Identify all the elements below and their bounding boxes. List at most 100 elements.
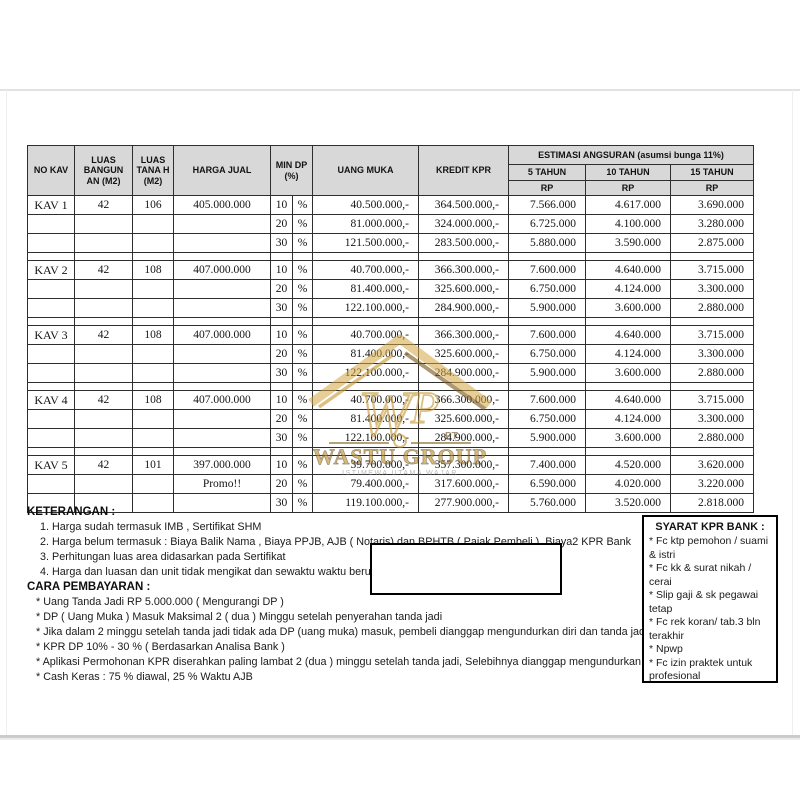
- cell-min-dp: 30: [270, 233, 293, 253]
- cell-uang-muka: 122.100.000,-: [312, 298, 419, 318]
- notes-section: KETERANGAN : 1. Harga sudah termasuk IMB…: [27, 505, 688, 685]
- cell-angsuran-10: 4.124.000: [585, 279, 671, 299]
- table-row: KAV 3 42 108 407.000.000 10 % 40.700.000…: [27, 325, 755, 345]
- table-row: 30 % 121.500.000,- 283.500.000,- 5.880.0…: [27, 233, 755, 253]
- cell-min-dp: 30: [270, 363, 293, 383]
- cell-angsuran-15: 3.620.000: [669, 455, 755, 475]
- cara-pembayaran-item: * Jika dalam 2 minggu setelah tanda jadi…: [36, 626, 686, 638]
- cell-percent: %: [292, 195, 313, 215]
- cell-kredit-kpr: 325.600.000,-: [418, 409, 509, 429]
- cara-pembayaran-item: * Cash Keras : 75 % diawal, 25 % Waktu A…: [36, 671, 253, 683]
- cell-kredit-kpr: 364.500.000,-: [418, 195, 509, 215]
- cell-angsuran-15: 3.300.000: [669, 409, 755, 429]
- col-header-no-kav: NO KAV: [27, 145, 75, 196]
- cell-angsuran-15: 3.690.000: [669, 195, 755, 215]
- cell-kredit-kpr: 325.600.000,-: [418, 279, 509, 299]
- spacer-row: [27, 382, 755, 391]
- blank-box: [370, 543, 562, 595]
- cell-uang-muka: 122.100.000,-: [312, 428, 419, 448]
- cell-angsuran-10: 3.600.000: [585, 298, 671, 318]
- cell-angsuran-15: 3.300.000: [669, 344, 755, 364]
- cell-angsuran-15: 3.715.000: [669, 390, 755, 410]
- cell-min-dp: 30: [270, 428, 293, 448]
- cell-percent: %: [292, 298, 313, 318]
- col-header-uang-muka: UANG MUKA: [312, 145, 419, 196]
- syarat-kpr-title: SYARAT KPR BANK :: [655, 521, 765, 533]
- cell-angsuran-5: 6.590.000: [508, 474, 586, 494]
- table-row: 20 % 81.400.000,- 325.600.000,- 6.750.00…: [27, 344, 755, 364]
- cell-angsuran-5: 7.600.000: [508, 260, 586, 280]
- cell-angsuran-10: 4.124.000: [585, 344, 671, 364]
- cell-luas-bangunan: 42: [74, 455, 133, 475]
- syarat-kpr-item: * Fc izin praktek untuk profesional: [649, 656, 753, 683]
- table-row: KAV 1 42 106 405.000.000 10 % 40.500.000…: [27, 195, 755, 215]
- cell-percent: %: [292, 233, 313, 253]
- cell-min-dp: 10: [270, 455, 293, 475]
- price-table: NO KAV LUAS BANGUN AN (M2) LUAS TANA H (…: [27, 145, 755, 513]
- cell-angsuran-10: 3.520.000: [585, 493, 671, 513]
- cell-luas-tanah: 108: [132, 260, 174, 280]
- cell-angsuran-15: 3.220.000: [669, 474, 755, 494]
- cell-percent: %: [292, 390, 313, 410]
- cell-angsuran-15: 2.880.000: [669, 298, 755, 318]
- cell-harga-jual: 407.000.000: [173, 390, 271, 410]
- table-row: 20 % 81.400.000,- 325.600.000,- 6.750.00…: [27, 279, 755, 299]
- table-row: KAV 5 42 101 397.000.000 10 % 39.700.000…: [27, 455, 755, 475]
- cara-pembayaran-item: * Uang Tanda Jadi RP 5.000.000 ( Mengura…: [36, 596, 284, 608]
- cara-pembayaran-item: * KPR DP 10% - 30 % ( Berdasarkan Analis…: [36, 641, 285, 653]
- cell-kredit-kpr: 284.900.000,-: [418, 298, 509, 318]
- cell-min-dp: 20: [270, 214, 293, 234]
- cell-percent: %: [292, 279, 313, 299]
- cell-promo: Promo!!: [173, 474, 271, 494]
- keterangan-item: 4. Harga dan luasan dan unit tidak mengi…: [40, 566, 389, 578]
- syarat-kpr-item: * Npwp: [649, 643, 683, 655]
- cell-angsuran-10: 4.640.000: [585, 260, 671, 280]
- cell-angsuran-15: 2.818.000: [669, 493, 755, 513]
- cell-uang-muka: 119.100.000,-: [312, 493, 419, 513]
- cell-luas-tanah: 108: [132, 325, 174, 345]
- col-header-rp-15: RP: [669, 180, 755, 196]
- table-row: 30 % 122.100.000,- 284.900.000,- 5.900.0…: [27, 363, 755, 383]
- cell-uang-muka: 40.500.000,-: [312, 195, 419, 215]
- cell-min-dp: 10: [270, 325, 293, 345]
- price-table-wrap: NO KAV LUAS BANGUN AN (M2) LUAS TANA H (…: [27, 145, 755, 513]
- keterangan-item: 1. Harga sudah termasuk IMB , Sertifikat…: [40, 521, 262, 533]
- cell-angsuran-10: 4.640.000: [585, 390, 671, 410]
- cell-angsuran-15: 3.715.000: [669, 325, 755, 345]
- cell-kredit-kpr: 284.900.000,-: [418, 363, 509, 383]
- spacer-row: [27, 317, 755, 326]
- col-header-harga-jual: HARGA JUAL: [173, 145, 271, 196]
- syarat-kpr-item: * Fc ktp pemohon / suami & istri: [649, 535, 769, 561]
- cell-angsuran-5: 6.750.000: [508, 279, 586, 299]
- cell-percent: %: [292, 325, 313, 345]
- cell-uang-muka: 79.400.000,-: [312, 474, 419, 494]
- col-header-15-tahun: 15 TAHUN: [669, 164, 755, 181]
- cell-percent: %: [292, 455, 313, 475]
- syarat-kpr-box: SYARAT KPR BANK : * Fc ktp pemohon / sua…: [642, 515, 778, 683]
- table-row: KAV 2 42 108 407.000.000 10 % 40.700.000…: [27, 260, 755, 280]
- cell-min-dp: 20: [270, 344, 293, 364]
- cell-uang-muka: 39.700.000,-: [312, 455, 419, 475]
- cell-angsuran-15: 2.880.000: [669, 428, 755, 448]
- col-header-estimasi: ESTIMASI ANGSURAN (asumsi bunga 11%): [507, 145, 755, 165]
- cell-angsuran-15: 3.300.000: [669, 279, 755, 299]
- cell-angsuran-15: 2.875.000: [669, 233, 755, 253]
- cell-harga-jual: 397.000.000: [173, 455, 271, 475]
- cell-angsuran-15: 3.280.000: [669, 214, 755, 234]
- cell-kredit-kpr: 284.900.000,-: [418, 428, 509, 448]
- cell-uang-muka: 81.000.000,-: [312, 214, 419, 234]
- page-top-edge: [0, 89, 800, 91]
- cell-angsuran-5: 5.900.000: [508, 363, 586, 383]
- cell-no-kav: KAV 5: [27, 455, 75, 475]
- table-row: 30 % 122.100.000,- 284.900.000,- 5.900.0…: [27, 298, 755, 318]
- cell-angsuran-5: 5.880.000: [508, 233, 586, 253]
- page-left-edge: [6, 90, 7, 738]
- cell-luas-tanah: 106: [132, 195, 174, 215]
- header-row-1: NO KAV LUAS BANGUN AN (M2) LUAS TANA H (…: [27, 145, 755, 196]
- cell-angsuran-5: 6.750.000: [508, 344, 586, 364]
- syarat-kpr-item: * Fc kk & surat nikah / cerai: [649, 562, 752, 588]
- col-header-luas-tanah: LUAS TANA H (M2): [132, 145, 174, 196]
- cell-uang-muka: 81.400.000,-: [312, 409, 419, 429]
- cell-uang-muka: 40.700.000,-: [312, 325, 419, 345]
- cell-luas-bangunan: 42: [74, 325, 133, 345]
